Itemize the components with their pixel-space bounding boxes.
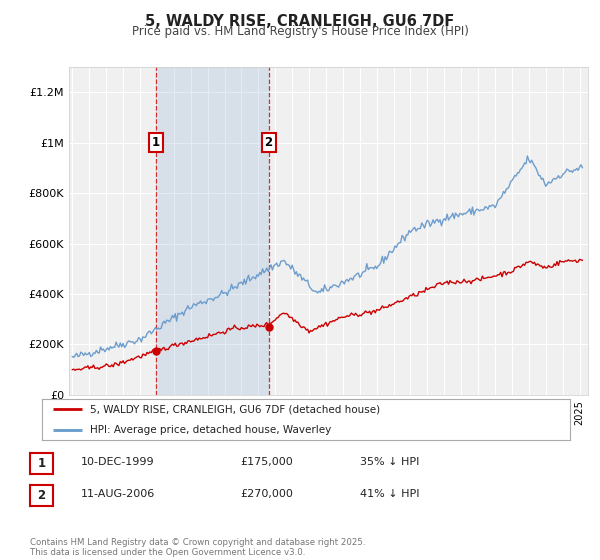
Text: 5, WALDY RISE, CRANLEIGH, GU6 7DF (detached house): 5, WALDY RISE, CRANLEIGH, GU6 7DF (detac… — [89, 404, 380, 414]
Bar — [156, 67, 269, 395]
Text: 35% ↓ HPI: 35% ↓ HPI — [360, 457, 419, 467]
Text: 41% ↓ HPI: 41% ↓ HPI — [360, 489, 419, 499]
Text: 2: 2 — [37, 489, 46, 502]
Text: HPI: Average price, detached house, Waverley: HPI: Average price, detached house, Wave… — [89, 424, 331, 435]
Text: 1: 1 — [37, 457, 46, 470]
Text: £270,000: £270,000 — [240, 489, 293, 499]
Text: 10-DEC-1999: 10-DEC-1999 — [81, 457, 155, 467]
Text: 1: 1 — [152, 136, 160, 150]
Text: Contains HM Land Registry data © Crown copyright and database right 2025.
This d: Contains HM Land Registry data © Crown c… — [30, 538, 365, 557]
Text: Price paid vs. HM Land Registry's House Price Index (HPI): Price paid vs. HM Land Registry's House … — [131, 25, 469, 38]
Text: 5, WALDY RISE, CRANLEIGH, GU6 7DF: 5, WALDY RISE, CRANLEIGH, GU6 7DF — [145, 14, 455, 29]
Text: £175,000: £175,000 — [240, 457, 293, 467]
Text: 11-AUG-2006: 11-AUG-2006 — [81, 489, 155, 499]
Text: 2: 2 — [265, 136, 273, 150]
